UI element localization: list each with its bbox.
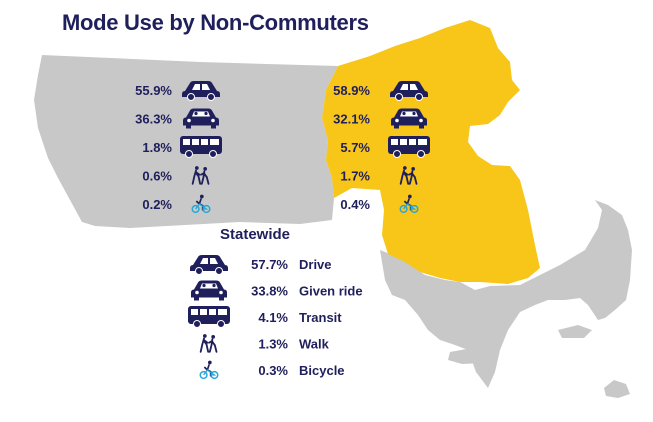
- statewide-value-label: 0.3%: [258, 363, 288, 378]
- car-icon: [189, 254, 229, 275]
- gray-value-label: 0.6%: [142, 169, 172, 184]
- bicycle-icon: [199, 360, 219, 380]
- mode-label: Given ride: [299, 284, 363, 299]
- statewide-heading: Statewide: [220, 226, 290, 243]
- bus-icon: [187, 305, 231, 328]
- statewide-value-label: 57.7%: [251, 257, 288, 272]
- island-nantucket: [558, 325, 592, 338]
- yellow-value-label: 0.4%: [340, 197, 370, 212]
- statewide-value-label: 1.3%: [258, 337, 288, 352]
- yellow-value-label: 32.1%: [333, 112, 370, 127]
- statewide-value-label: 33.8%: [251, 284, 288, 299]
- yellow-value-label: 1.7%: [340, 169, 370, 184]
- southeast-region: [380, 200, 632, 388]
- given-ride-icon: [191, 280, 227, 301]
- mode-label: Transit: [299, 310, 342, 325]
- yellow-value-label: 5.7%: [340, 140, 370, 155]
- island-marthas-vineyard: [448, 347, 492, 364]
- mode-label: Drive: [299, 257, 332, 272]
- gray-value-label: 1.8%: [142, 140, 172, 155]
- gray-value-label: 55.9%: [135, 83, 172, 98]
- mode-label: Walk: [299, 337, 330, 352]
- walk-icon: [199, 333, 218, 353]
- gray-value-label: 36.3%: [135, 112, 172, 127]
- eastern-region: [322, 20, 540, 284]
- gray-value-label: 0.2%: [142, 197, 172, 212]
- mode-label: Bicycle: [299, 363, 345, 378]
- statewide-value-label: 4.1%: [258, 310, 288, 325]
- yellow-value-label: 58.9%: [333, 83, 370, 98]
- chart-title: Mode Use by Non-Commuters: [62, 10, 369, 35]
- island-small: [604, 380, 630, 398]
